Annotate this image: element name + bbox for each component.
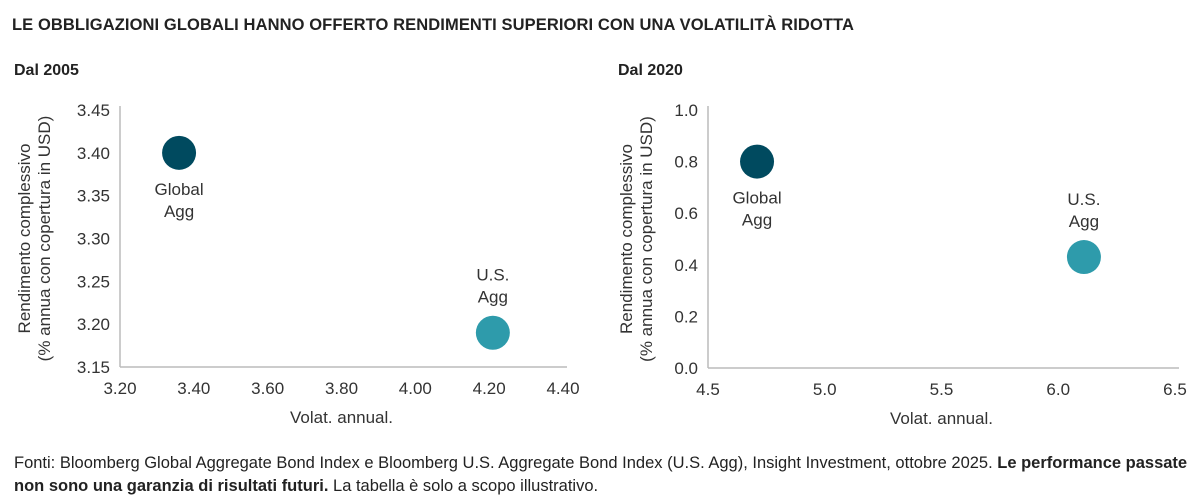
chart-title: LE OBBLIGAZIONI GLOBALI HANNO OFFERTO RE… (12, 16, 855, 34)
left-chart-subtitle: Dal 2005 (14, 62, 79, 79)
y-tick-label: 0.2 (674, 307, 698, 326)
x-tick-label: 3.20 (103, 379, 136, 398)
footnote-note: La tabella è solo a scopo illustrativo. (328, 477, 599, 495)
y-axis-label: (% annua con copertura in USD) (35, 116, 54, 362)
y-axis-label: (% annua con copertura in USD) (637, 116, 656, 362)
footnote: Fonti: Bloomberg Global Aggregate Bond I… (14, 452, 1194, 498)
y-tick-label: 3.25 (77, 272, 110, 291)
footnote-sources: Fonti: Bloomberg Global Aggregate Bond I… (14, 454, 998, 472)
y-tick-label: 0.4 (674, 256, 698, 275)
x-tick-label: 3.60 (251, 379, 284, 398)
x-tick-label: 4.20 (473, 379, 506, 398)
x-tick-label: 4.5 (696, 380, 720, 399)
y-tick-label: 3.35 (77, 187, 110, 206)
x-axis-label: Volat. annual. (890, 409, 993, 428)
y-tick-label: 3.20 (77, 315, 110, 334)
point-label: Agg (478, 288, 508, 307)
y-tick-label: 3.15 (77, 358, 110, 377)
y-tick-label: 3.45 (77, 101, 110, 120)
point-label: U.S. (476, 266, 509, 285)
point-label: Agg (742, 211, 772, 230)
point-label: Global (732, 189, 781, 208)
data-point (475, 315, 510, 350)
data-point (162, 135, 197, 170)
footnote-disclaimer: Le performance passate non sono una gara… (14, 454, 1188, 495)
y-tick-label: 0.0 (674, 359, 698, 378)
x-tick-label: 6.5 (1163, 380, 1187, 399)
x-tick-label: 6.0 (1046, 380, 1070, 399)
x-tick-label: 5.5 (930, 380, 954, 399)
x-tick-label: 4.40 (546, 379, 579, 398)
y-tick-label: 3.40 (77, 144, 110, 163)
x-tick-label: 3.40 (177, 379, 210, 398)
y-tick-label: 1.0 (674, 101, 698, 120)
data-point (1066, 240, 1101, 275)
x-tick-label: 3.80 (325, 379, 358, 398)
point-label: Agg (164, 202, 194, 221)
right-chart-subtitle: Dal 2020 (618, 62, 683, 79)
y-axis-label: Rendimento complessivo (617, 144, 636, 334)
y-tick-label: 0.6 (674, 204, 698, 223)
y-tick-label: 3.30 (77, 230, 110, 249)
y-tick-label: 0.8 (674, 153, 698, 172)
data-point (740, 144, 775, 179)
y-axis-label: Rendimento complessivo (15, 144, 34, 334)
point-label: Agg (1069, 212, 1099, 231)
x-tick-label: 5.0 (813, 380, 837, 399)
point-label: Global (154, 180, 203, 199)
x-axis-label: Volat. annual. (290, 408, 393, 427)
x-tick-label: 4.00 (399, 379, 432, 398)
point-label: U.S. (1067, 190, 1100, 209)
